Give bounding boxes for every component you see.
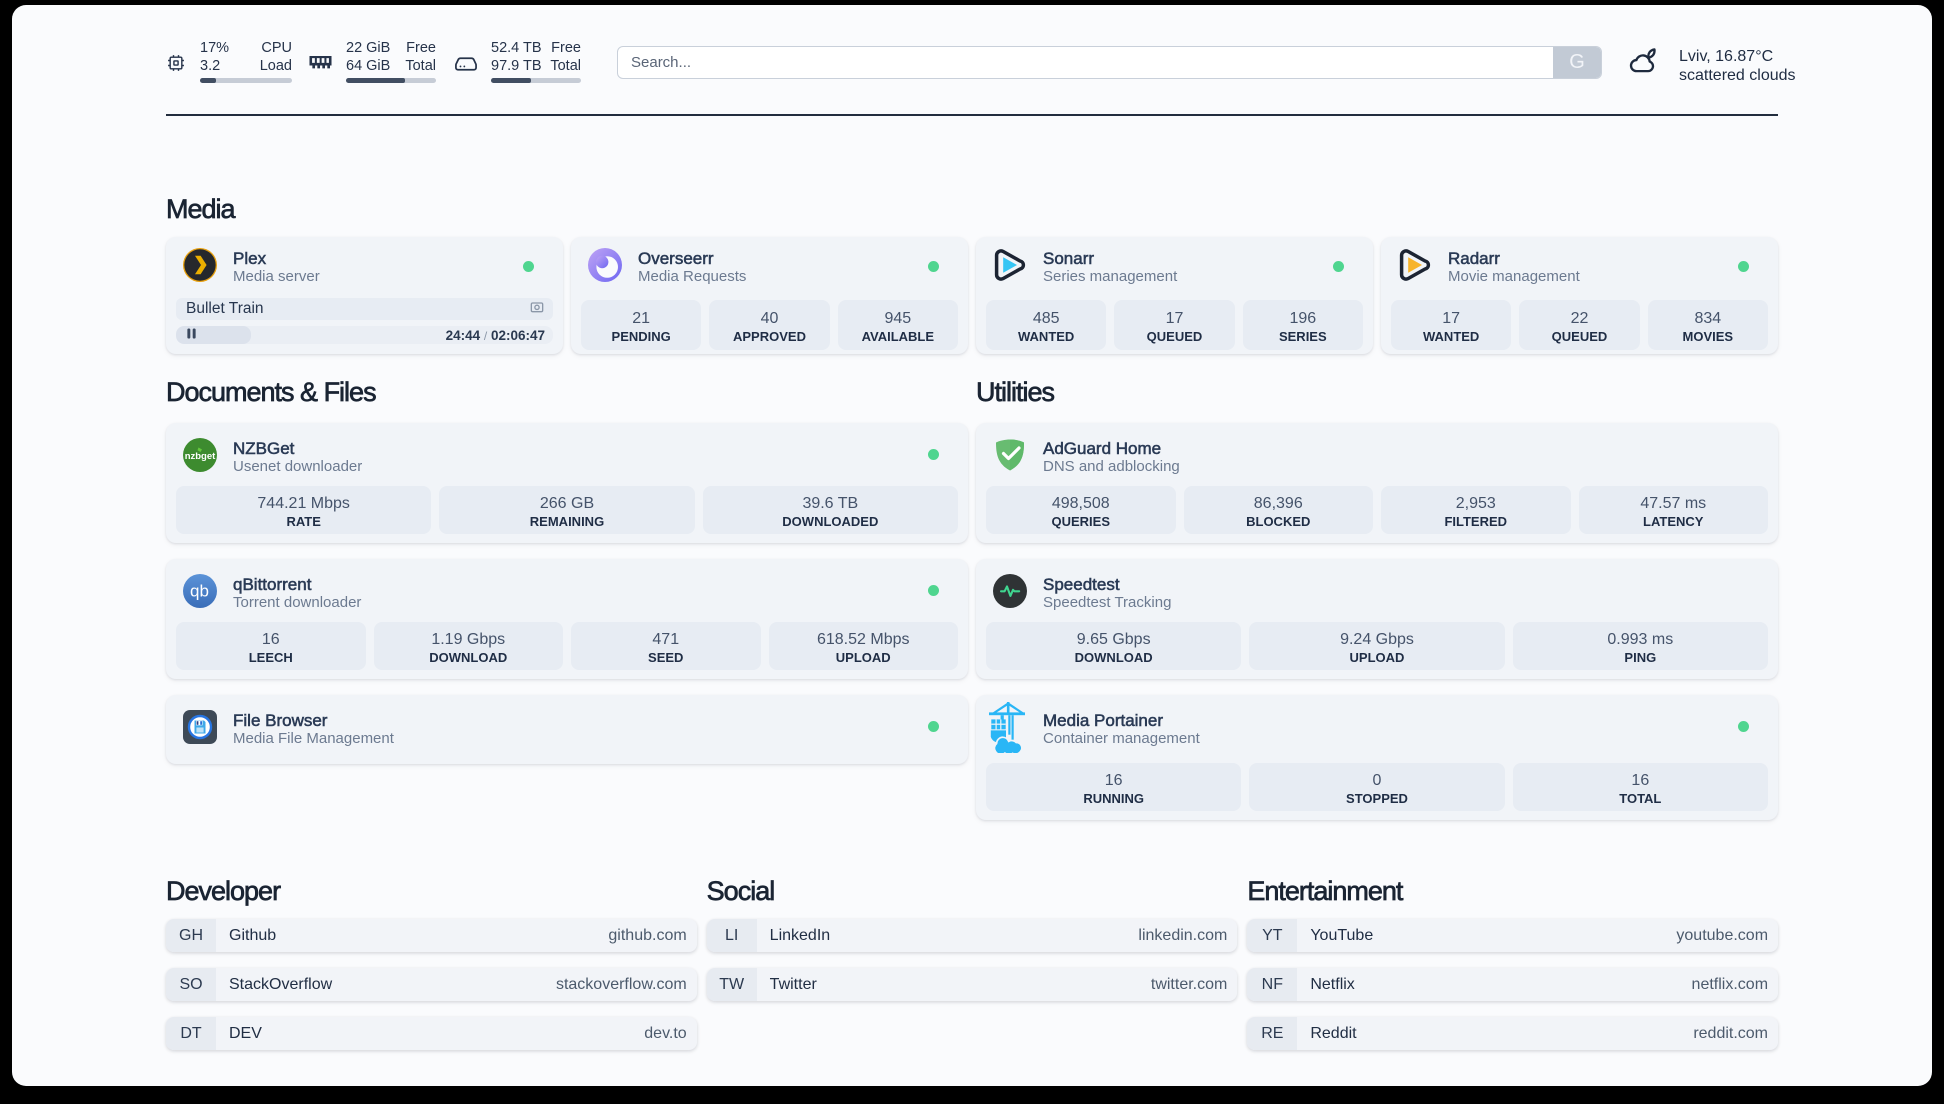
svg-text:qb: qb <box>190 582 209 601</box>
svg-text:nzbget: nzbget <box>185 451 216 462</box>
